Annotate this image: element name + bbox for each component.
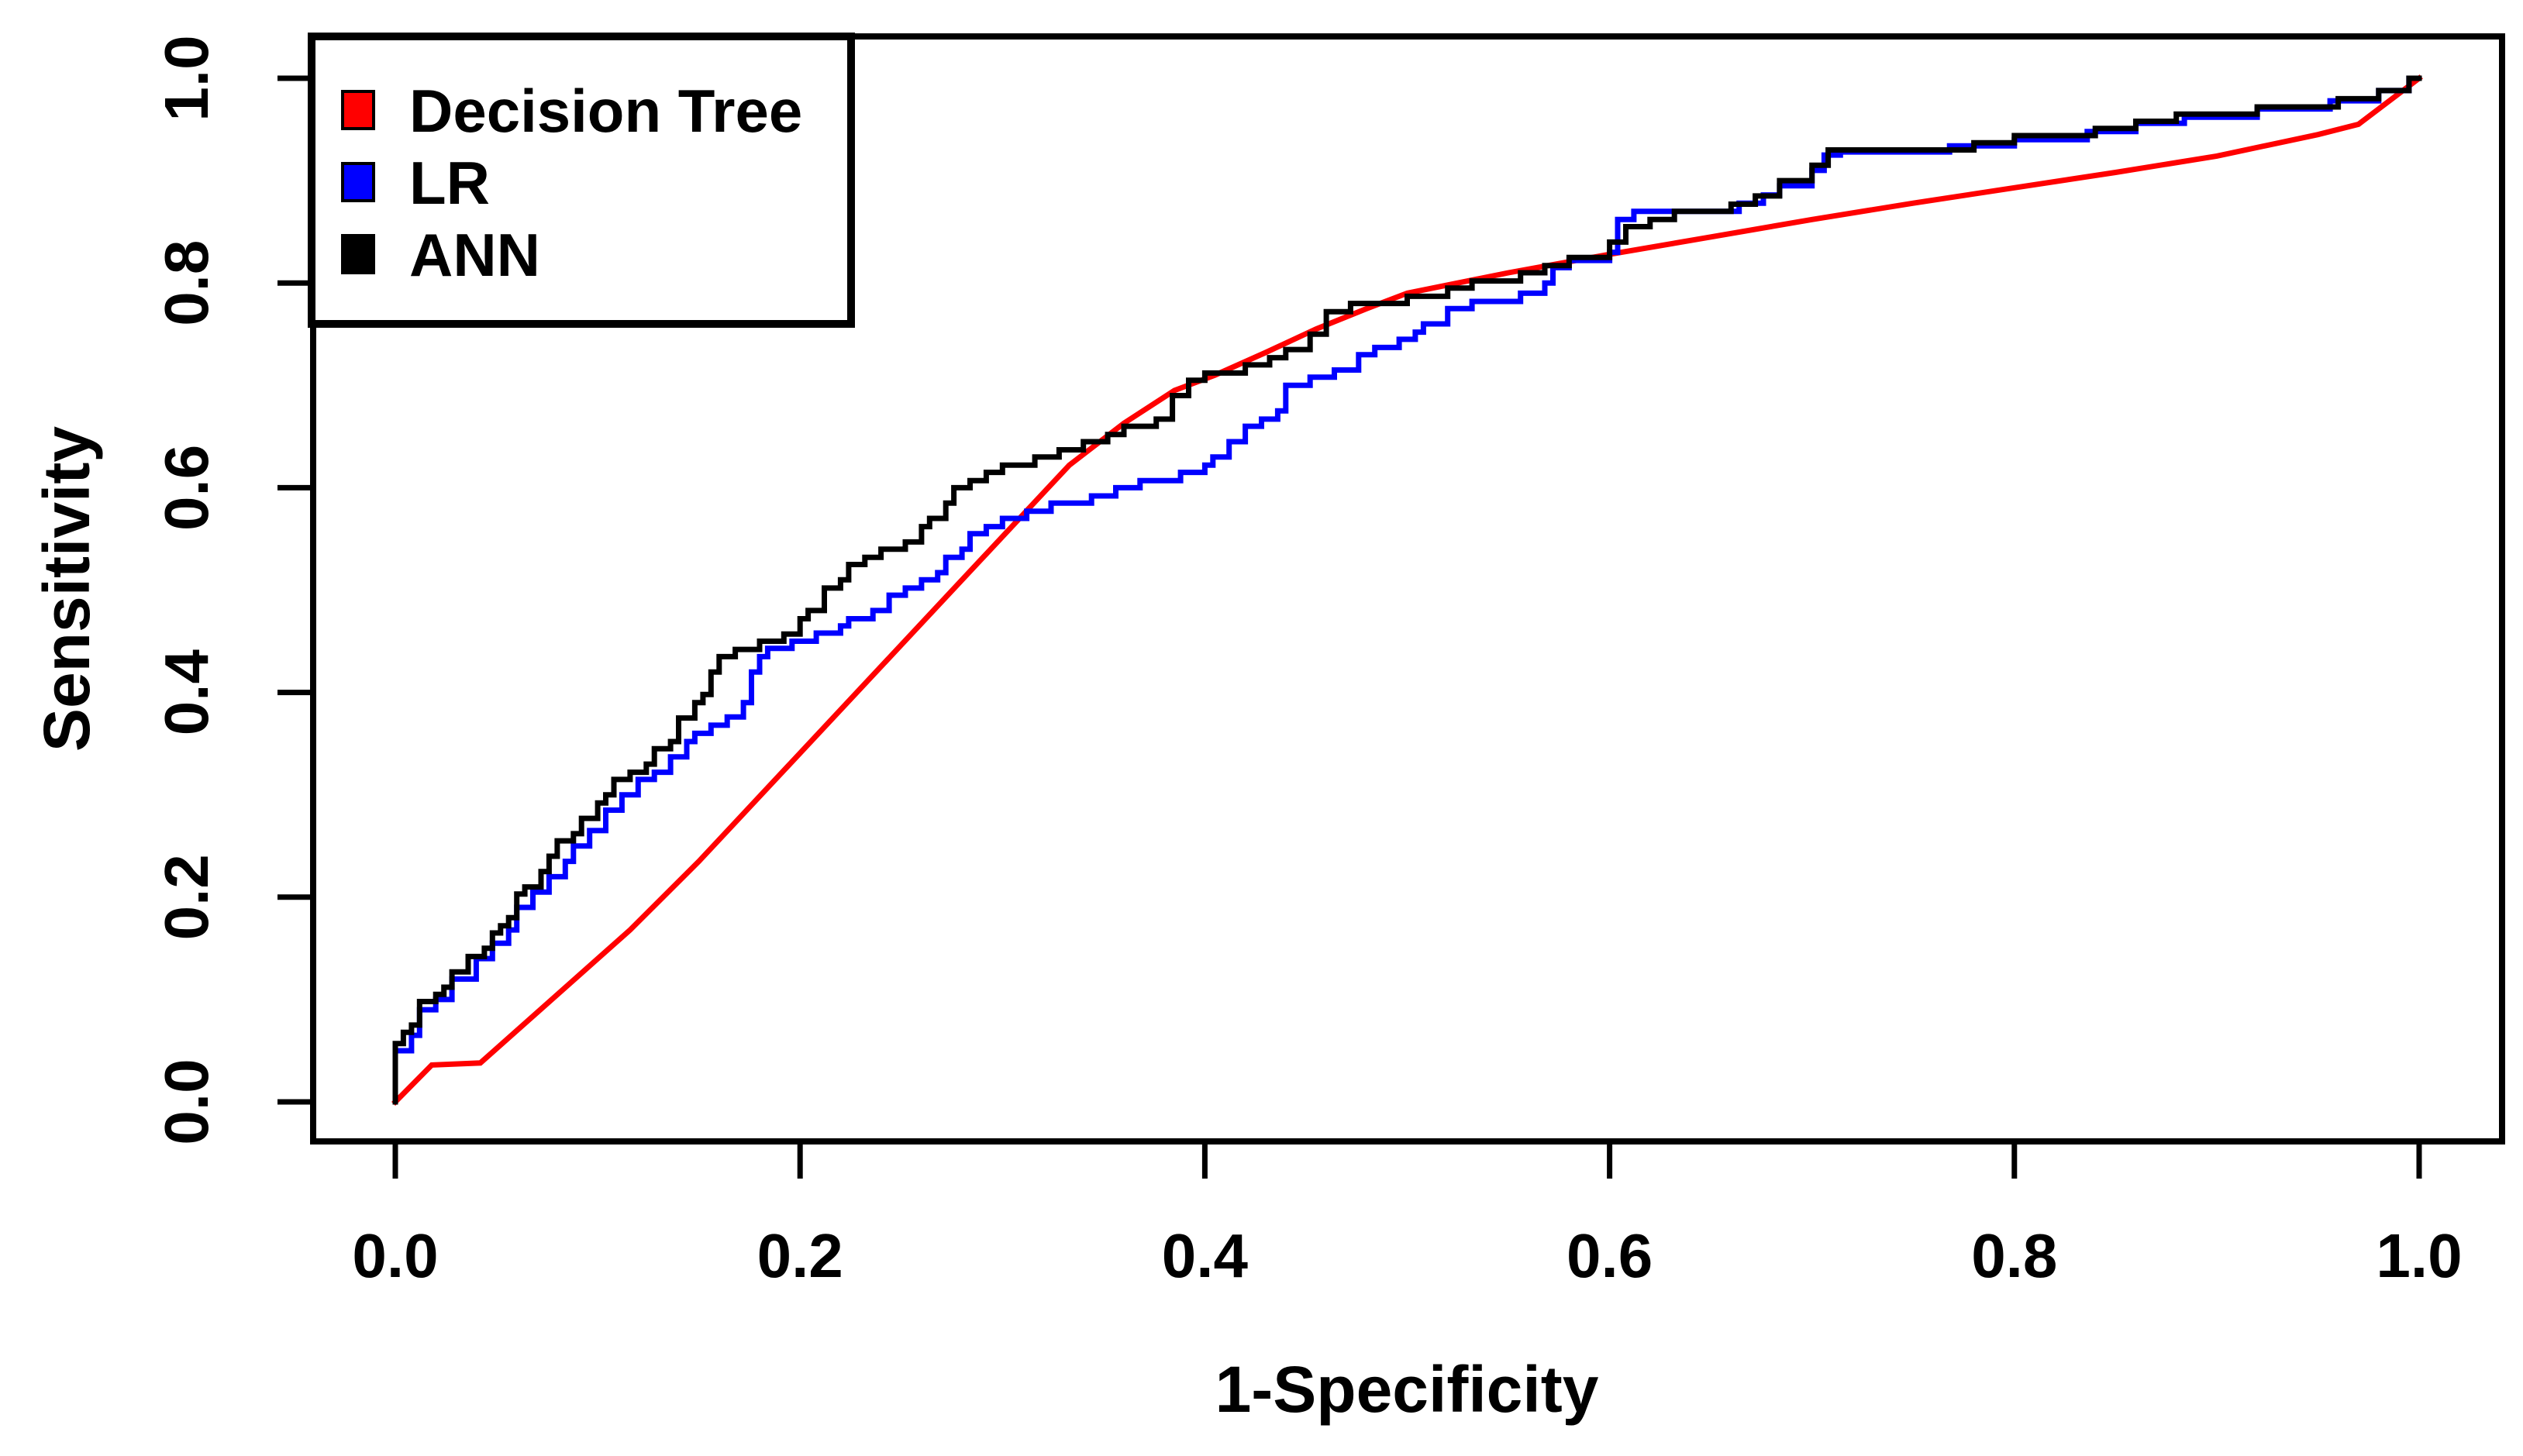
y-axis-tick-label: 0.0 (152, 1058, 221, 1144)
y-axis-title: Sensitivity (30, 426, 103, 752)
x-axis-tick-label: 0.2 (757, 1221, 843, 1290)
x-axis-tick-label: 0.0 (352, 1221, 438, 1290)
legend-swatch-ann (341, 234, 375, 274)
series-group (391, 74, 2423, 1106)
legend-swatch-lr (341, 162, 375, 202)
y-axis-tick-label: 0.6 (152, 445, 221, 531)
plot-area (310, 33, 2505, 1144)
x-axis-tick-label: 0.8 (1971, 1221, 2057, 1290)
legend-label-lr: LR (409, 149, 490, 217)
y-axis-tick-label: 0.4 (152, 649, 221, 735)
y-axis-tick-label: 0.8 (152, 240, 221, 326)
plot-border (310, 33, 2505, 1144)
x-axis-tick-label: 0.6 (1567, 1221, 1653, 1290)
y-axis-tick-label: 1.0 (152, 35, 221, 121)
x-axis-title: 1-Specificity (1215, 1353, 1599, 1426)
legend-swatch-decision-tree (341, 90, 375, 130)
axes: 0.0 0.2 0.4 0.6 0.8 1.0 0.0 0.2 0.4 0.6 0.8 1.0 (152, 35, 2463, 1290)
x-axis-tick-label: 1.0 (2376, 1221, 2462, 1290)
legend-label-decision-tree: Decision Tree (409, 77, 802, 145)
legend-box (308, 33, 855, 328)
legend-label-ann: ANN (409, 221, 540, 289)
series-line-ann (392, 75, 2422, 1105)
x-axis-tick-label: 0.4 (1162, 1221, 1249, 1290)
y-axis-tick-label: 0.2 (152, 854, 221, 940)
